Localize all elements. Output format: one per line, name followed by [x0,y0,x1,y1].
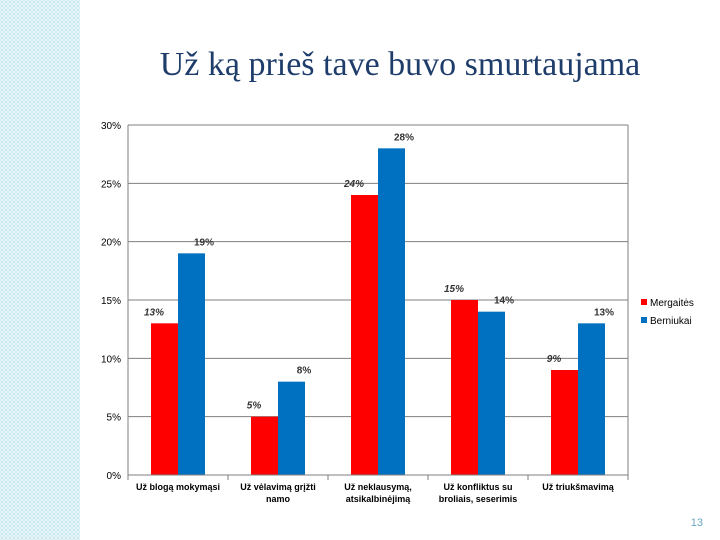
data-label: 19% [194,237,214,248]
data-label: 5% [247,401,262,412]
bar-mergaites [551,370,578,475]
bar-mergaites [451,300,478,475]
x-category-label: Už triukšmavimą [542,482,615,492]
x-category-label: Už vėlavimą grįžti namo [240,482,316,504]
y-tick-label: 10% [101,354,121,365]
data-label: 14% [494,296,514,307]
legend-swatch [641,299,647,305]
y-tick-label: 5% [107,413,122,424]
bar-berniukai [278,381,305,475]
bar-berniukai [178,253,205,475]
legend-entry: Berniukai [650,316,692,327]
data-label: 13% [144,307,164,318]
legend-swatch [641,317,647,323]
bar-mergaites [351,195,378,475]
bar-mergaites [251,416,278,475]
y-tick-label: 0% [107,471,122,482]
data-label: 8% [297,366,312,377]
data-label: 28% [394,132,414,143]
data-label: 13% [594,307,614,318]
data-label: 24% [343,179,364,190]
x-category-label: Už neklausymą, atsikalbinėjimą [344,482,412,504]
y-tick-label: 30% [101,121,121,132]
page-number: 13 [690,517,703,529]
data-label: 9% [547,354,562,365]
y-tick-label: 20% [101,238,121,249]
data-label: 15% [444,284,464,295]
bar-berniukai [578,323,605,475]
x-category-label: Už blogą mokymąsi [136,482,220,492]
slide-title: Už ką prieš tave buvo smurtaujama [159,46,641,83]
y-tick-label: 25% [101,179,121,190]
bar-berniukai [478,311,505,475]
legend-entry: Mergaitės [650,298,694,309]
x-category-label: Už konfliktus su broliais, seserimis [439,482,518,504]
bar-mergaites [151,323,178,475]
bar-berniukai [378,148,405,476]
y-tick-label: 15% [101,296,121,307]
decorative-side-pattern [0,0,80,540]
